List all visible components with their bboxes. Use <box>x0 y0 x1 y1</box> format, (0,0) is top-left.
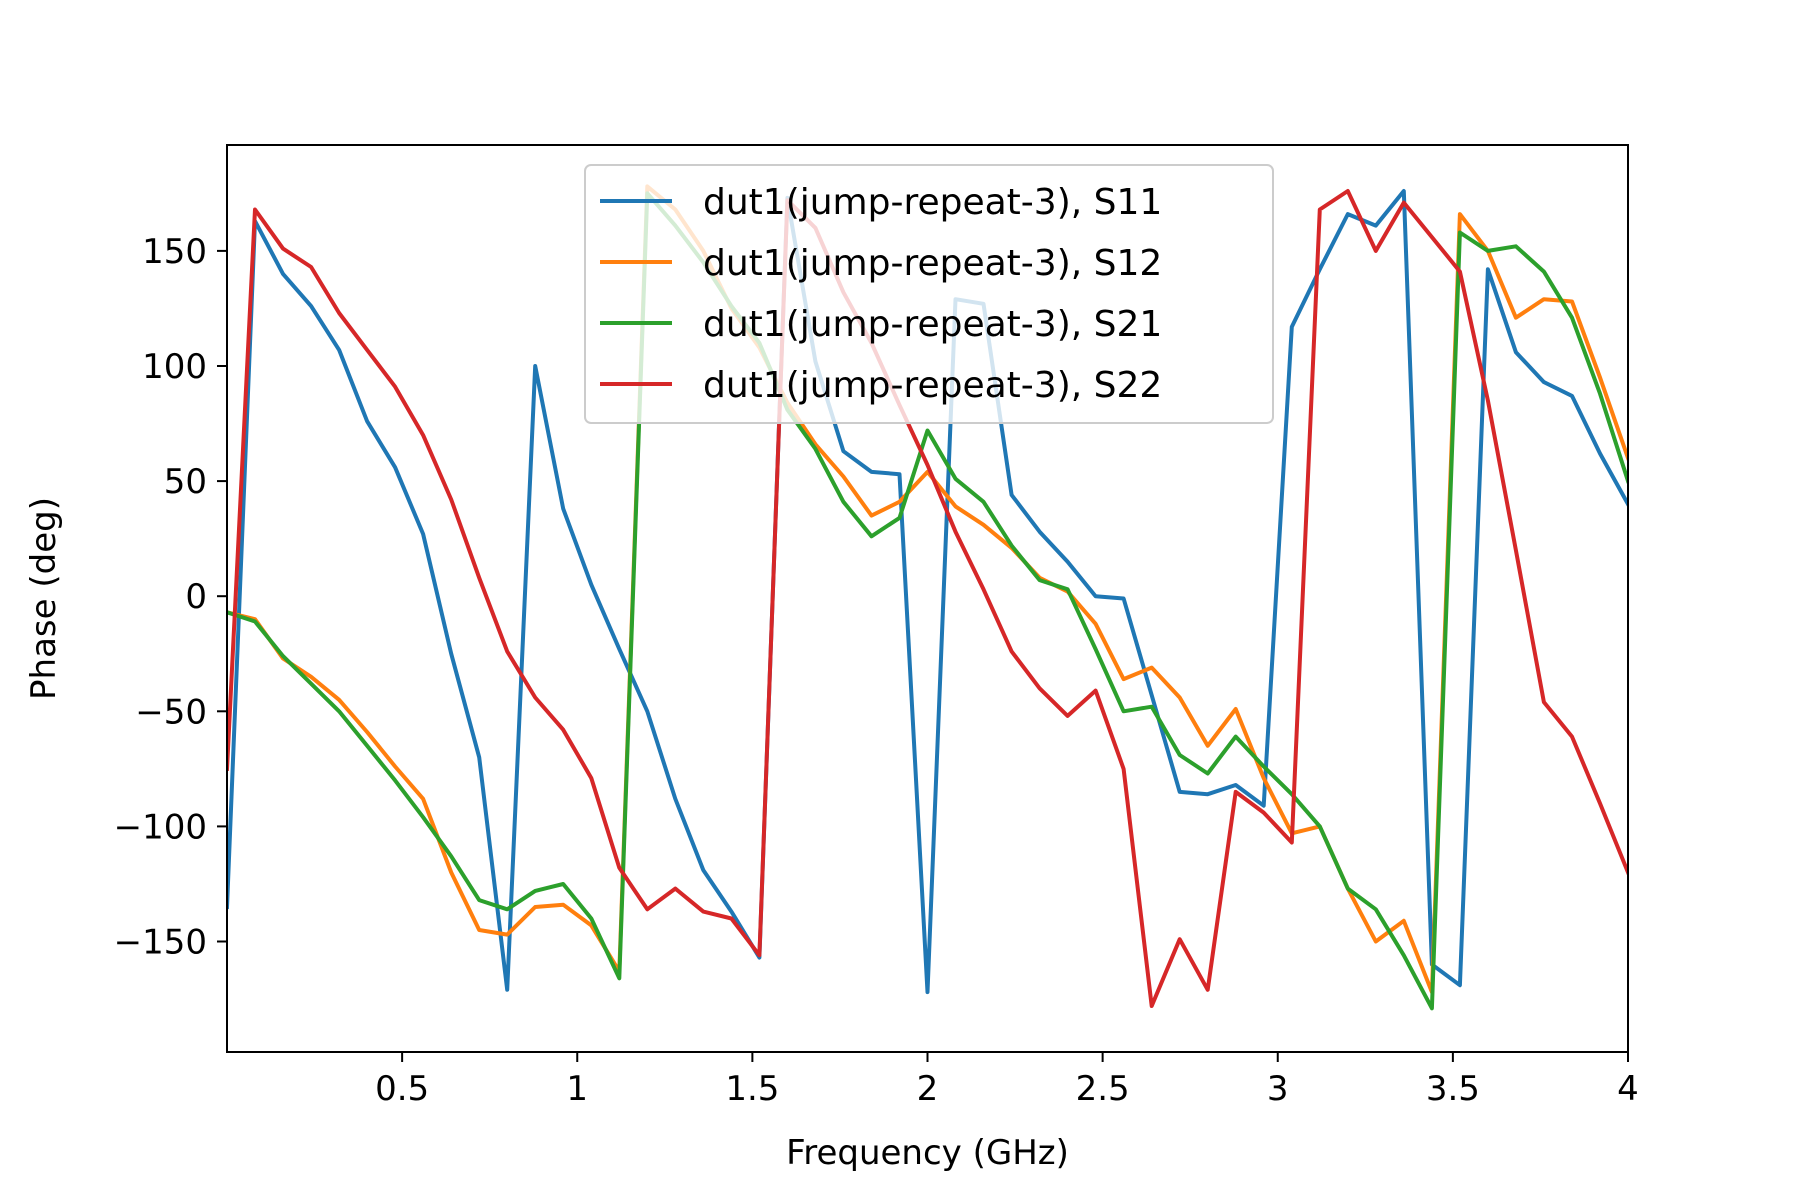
x-tick-label: 2 <box>917 1069 939 1109</box>
y-tick-label: 150 <box>142 232 207 272</box>
x-tick-label: 1 <box>566 1069 588 1109</box>
y-tick-label: −150 <box>114 923 207 963</box>
x-axis: 0.5 1 1.5 2 2.5 3 3.5 4 <box>375 1052 1639 1109</box>
series-line-4 <box>227 189 1628 1008</box>
x-tick-label: 1.5 <box>725 1069 779 1109</box>
y-tick-label: 50 <box>164 462 207 502</box>
x-tick-label: 3.5 <box>1426 1069 1480 1109</box>
x-tick-label: 0.5 <box>375 1069 429 1109</box>
legend-label: dut1(jump-repeat-3), S11 <box>703 182 1162 223</box>
y-tick-label: −50 <box>135 692 207 732</box>
legend: dut1(jump-repeat-3), S11 dut1(jump-repeat… <box>584 164 1274 424</box>
x-tick-label: 2.5 <box>1076 1069 1130 1109</box>
y-axis-title: Phase (deg) <box>24 497 64 700</box>
legend-label: dut1(jump-repeat-3), S22 <box>703 365 1162 406</box>
series-line-2 <box>227 184 1628 995</box>
series-line-3 <box>227 191 1628 1011</box>
x-tick-label: 4 <box>1617 1069 1639 1109</box>
series-line-1 <box>227 189 1628 995</box>
y-axis: 150 100 50 0 −50 −100 −150 <box>114 232 227 963</box>
legend-label: dut1(jump-repeat-3), S21 <box>703 304 1162 345</box>
legend-box <box>584 164 1274 424</box>
series-layer <box>227 184 1628 1011</box>
legend-label: dut1(jump-repeat-3), S12 <box>703 243 1162 284</box>
y-tick-label: 100 <box>142 347 207 387</box>
y-tick-label: −100 <box>114 807 207 847</box>
x-axis-title: Frequency (GHz) <box>786 1133 1069 1173</box>
x-tick-label: 3 <box>1267 1069 1289 1109</box>
y-tick-label: 0 <box>185 577 207 617</box>
